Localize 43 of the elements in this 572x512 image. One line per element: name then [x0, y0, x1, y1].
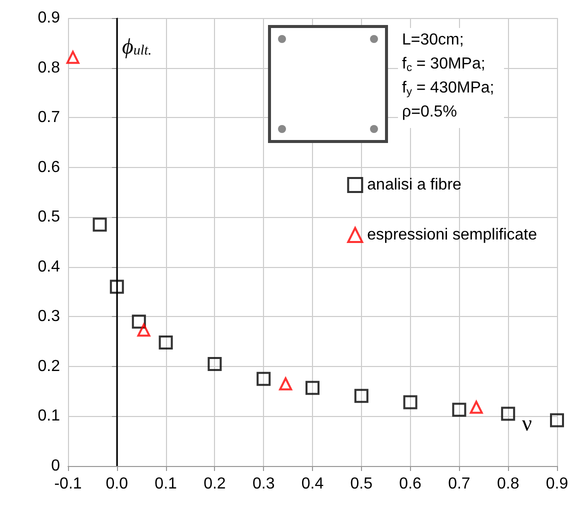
legend-label: analisi a fibre: [367, 176, 462, 194]
point: [501, 406, 516, 421]
y-tick-label: 0.5: [38, 208, 60, 226]
x-tick-label: 0.8: [496, 476, 520, 492]
legend-label: espressioni semplificate: [367, 226, 538, 244]
point: [132, 314, 146, 329]
x-tick-label: 0.5: [350, 476, 373, 492]
point: [110, 280, 124, 294]
point: [279, 377, 292, 390]
x-axis-title: ν: [522, 410, 532, 436]
point: [550, 413, 564, 428]
point: [66, 50, 80, 64]
point: [256, 372, 271, 386]
x-tick-label: 0.9: [546, 476, 568, 492]
point: [306, 380, 320, 395]
x-tick-label: 0.2: [204, 476, 226, 492]
y-tick-label: 0.9: [38, 10, 60, 26]
y-tick-label: 0.3: [38, 308, 60, 326]
y-tick-label: 0.2: [38, 358, 60, 375]
point: [470, 400, 483, 414]
y-tick-label: 0: [51, 458, 60, 474]
point: [452, 402, 466, 417]
point: [354, 388, 368, 403]
x-tick-label: 0.6: [399, 476, 422, 492]
annotation: L=30cm;: [402, 32, 464, 48]
point: [403, 395, 418, 410]
x-tick-label: 0.7: [448, 476, 470, 492]
x-tick-label: -0.1: [54, 476, 82, 492]
x-tick-label: 0.0: [106, 476, 128, 492]
point: [137, 324, 150, 337]
annotation: ρ=0.5%: [402, 104, 457, 120]
x-tick-label: 0.3: [252, 476, 275, 492]
y-tick-label: 0.8: [38, 59, 60, 76]
y-tick-label: 0.7: [38, 109, 60, 126]
x-tick-label: 0.4: [301, 476, 324, 492]
point: [158, 336, 173, 350]
y-tick-label: 0.1: [38, 408, 60, 425]
x-tick-label: 0.1: [154, 476, 178, 492]
y-tick-label: 0.4: [38, 258, 60, 276]
y-tick-label: 0.6: [38, 158, 60, 176]
point: [208, 356, 222, 371]
y-axis-title: ϕult.: [122, 34, 152, 58]
point: [92, 218, 107, 232]
